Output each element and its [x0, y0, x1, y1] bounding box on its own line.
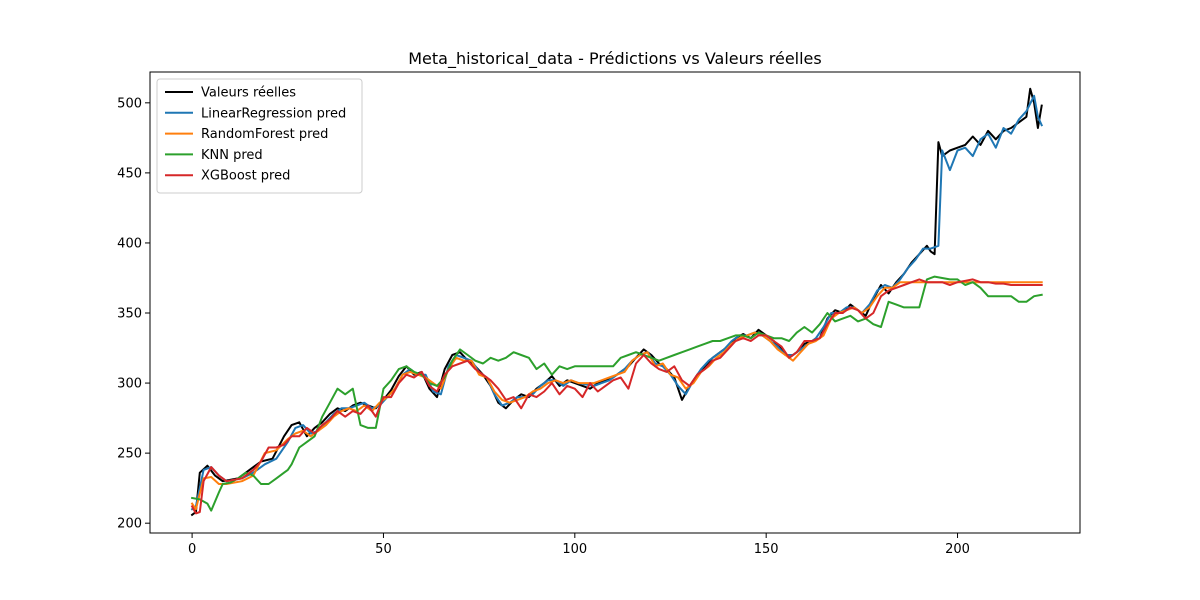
legend-label-3: RandomForest pred [201, 127, 328, 142]
plot-area: 0 50 100 150 200 200 250 300 350 400 450 500 Valeurs… [117, 71, 1081, 557]
y-tick-label: 300 [117, 377, 142, 392]
y-tick-label: 250 [117, 447, 142, 462]
legend-label-1: Valeurs réelles [201, 86, 296, 101]
x-tick-label: 100 [562, 542, 587, 557]
chart-title: Meta_historical_data - Prédictions vs Va… [408, 49, 821, 69]
series-line-5 [190, 278, 1043, 515]
x-tick-label: 0 [188, 542, 196, 557]
legend-label-2: LinearRegression pred [201, 106, 346, 121]
axes-frame [149, 71, 1081, 534]
series-line-4 [190, 275, 1043, 512]
legend-label-5: XGBoost pred [201, 169, 290, 184]
y-tick-label: 200 [117, 517, 142, 532]
y-tick-label: 400 [117, 236, 142, 251]
legend-label-4: KNN pred [201, 148, 263, 163]
y-tick-label: 450 [117, 166, 142, 181]
x-tick-label: 200 [945, 542, 970, 557]
x-tick-label: 50 [375, 542, 392, 557]
series-line-3 [190, 281, 1043, 511]
legend-box [156, 78, 363, 194]
x-tick-label: 150 [754, 542, 779, 557]
y-tick-label: 350 [117, 307, 142, 322]
y-tick-label: 500 [117, 96, 142, 111]
